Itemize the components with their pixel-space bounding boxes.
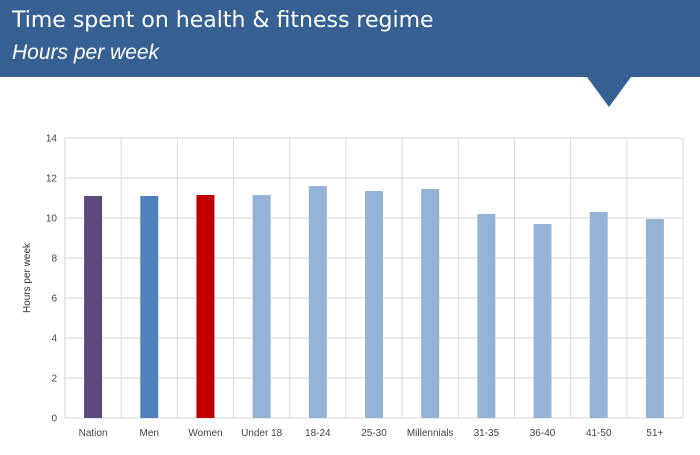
bar [477, 214, 496, 418]
x-category-label: Women [188, 428, 222, 439]
bar [533, 224, 552, 418]
bar [308, 186, 327, 418]
bars [84, 186, 664, 418]
bar [421, 189, 440, 418]
bar [589, 212, 608, 418]
y-tick-label: 12 [46, 174, 58, 185]
x-category-label: Men [140, 428, 159, 439]
x-category-label: 36-40 [530, 428, 556, 439]
x-category-label: Under 18 [241, 428, 283, 439]
y-tick-label: 14 [46, 134, 58, 145]
title-banner [0, 0, 700, 77]
y-tick-label: 10 [46, 214, 58, 225]
x-category-label: 18-24 [305, 428, 331, 439]
banner-pointer [587, 77, 631, 107]
bar [84, 196, 103, 418]
x-category-label: 41-50 [586, 428, 612, 439]
x-category-label: Nation [79, 428, 108, 439]
bar [365, 191, 383, 418]
y-tick-label: 8 [51, 254, 57, 265]
y-tick-label: 0 [51, 414, 57, 425]
x-category-label: 51+ [646, 428, 663, 439]
chart-subtitle: Hours per week [12, 41, 160, 64]
x-category-label: 31-35 [474, 428, 500, 439]
bar [140, 196, 159, 418]
x-category-label: 25-30 [361, 428, 387, 439]
y-tick-label: 6 [51, 294, 57, 305]
y-tick-label: 2 [51, 374, 57, 385]
y-axis-title: Hours per week [22, 242, 33, 313]
y-tick-label: 4 [51, 334, 57, 345]
y-axis-ticks: 0 2 4 6 8 10 12 14 [46, 134, 58, 425]
bar [252, 195, 271, 418]
bar [645, 219, 664, 418]
x-category-label: Millennials [407, 428, 454, 439]
bar [196, 195, 215, 418]
chart-title: Time spent on health & fitness regime [12, 8, 434, 33]
x-axis-categories: Nation Men Women Under 18 18-24 25-30 Millenni… [79, 428, 664, 439]
